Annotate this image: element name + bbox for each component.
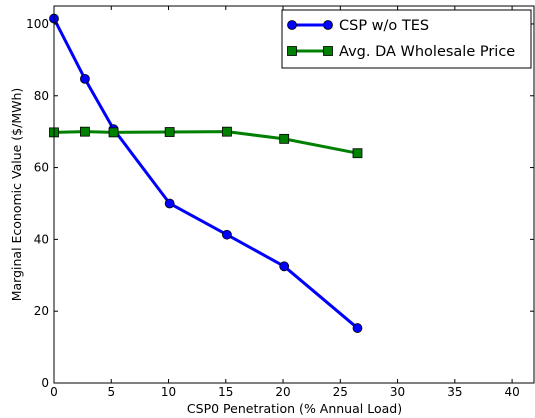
y-tick-label: 20 — [34, 304, 49, 318]
y-tick-label: 100 — [26, 17, 49, 31]
x-tick-label: 0 — [50, 385, 58, 399]
plot-frame — [53, 5, 535, 384]
x-tick-label: 35 — [447, 385, 462, 399]
y-tick-label: 40 — [34, 232, 49, 246]
data-point — [352, 148, 363, 159]
y-tick-label: 0 — [41, 376, 49, 390]
x-tick-label: 10 — [161, 385, 176, 399]
legend-marker — [323, 20, 333, 30]
x-axis-label: CSP0 Penetration (% Annual Load) — [187, 401, 402, 416]
series-line — [53, 130, 358, 155]
data-point — [108, 127, 119, 138]
x-tick-label: 20 — [275, 385, 290, 399]
y-tick-label: 60 — [34, 161, 49, 175]
data-point — [279, 133, 290, 144]
x-tick-label: 30 — [390, 385, 405, 399]
legend: CSP w/o TES Avg. DA Wholesale Price — [281, 9, 532, 69]
data-point — [164, 198, 175, 209]
legend-marker — [323, 46, 333, 56]
y-tick-label: 80 — [34, 89, 49, 103]
legend-marker — [287, 46, 297, 56]
data-point — [164, 127, 175, 137]
legend-label: CSP w/o TES — [339, 18, 429, 34]
legend-label: Avg. DA Wholesale Price — [339, 44, 515, 60]
x-tick-label: 15 — [218, 385, 233, 399]
data-point — [80, 73, 90, 84]
x-tick-label: 25 — [333, 385, 348, 399]
legend-marker — [287, 20, 297, 30]
data-point — [80, 126, 90, 137]
series-1 — [49, 13, 363, 333]
data-point — [352, 323, 363, 333]
data-point — [222, 126, 232, 137]
y-axis-label: Marginal Economic Value ($/MWh) — [9, 88, 24, 302]
x-tick-label: 5 — [107, 385, 115, 399]
legend-box — [281, 9, 532, 69]
data-point — [222, 229, 232, 240]
series-2 — [49, 126, 363, 159]
data-point — [279, 261, 290, 272]
x-tick-label: 40 — [504, 385, 519, 399]
